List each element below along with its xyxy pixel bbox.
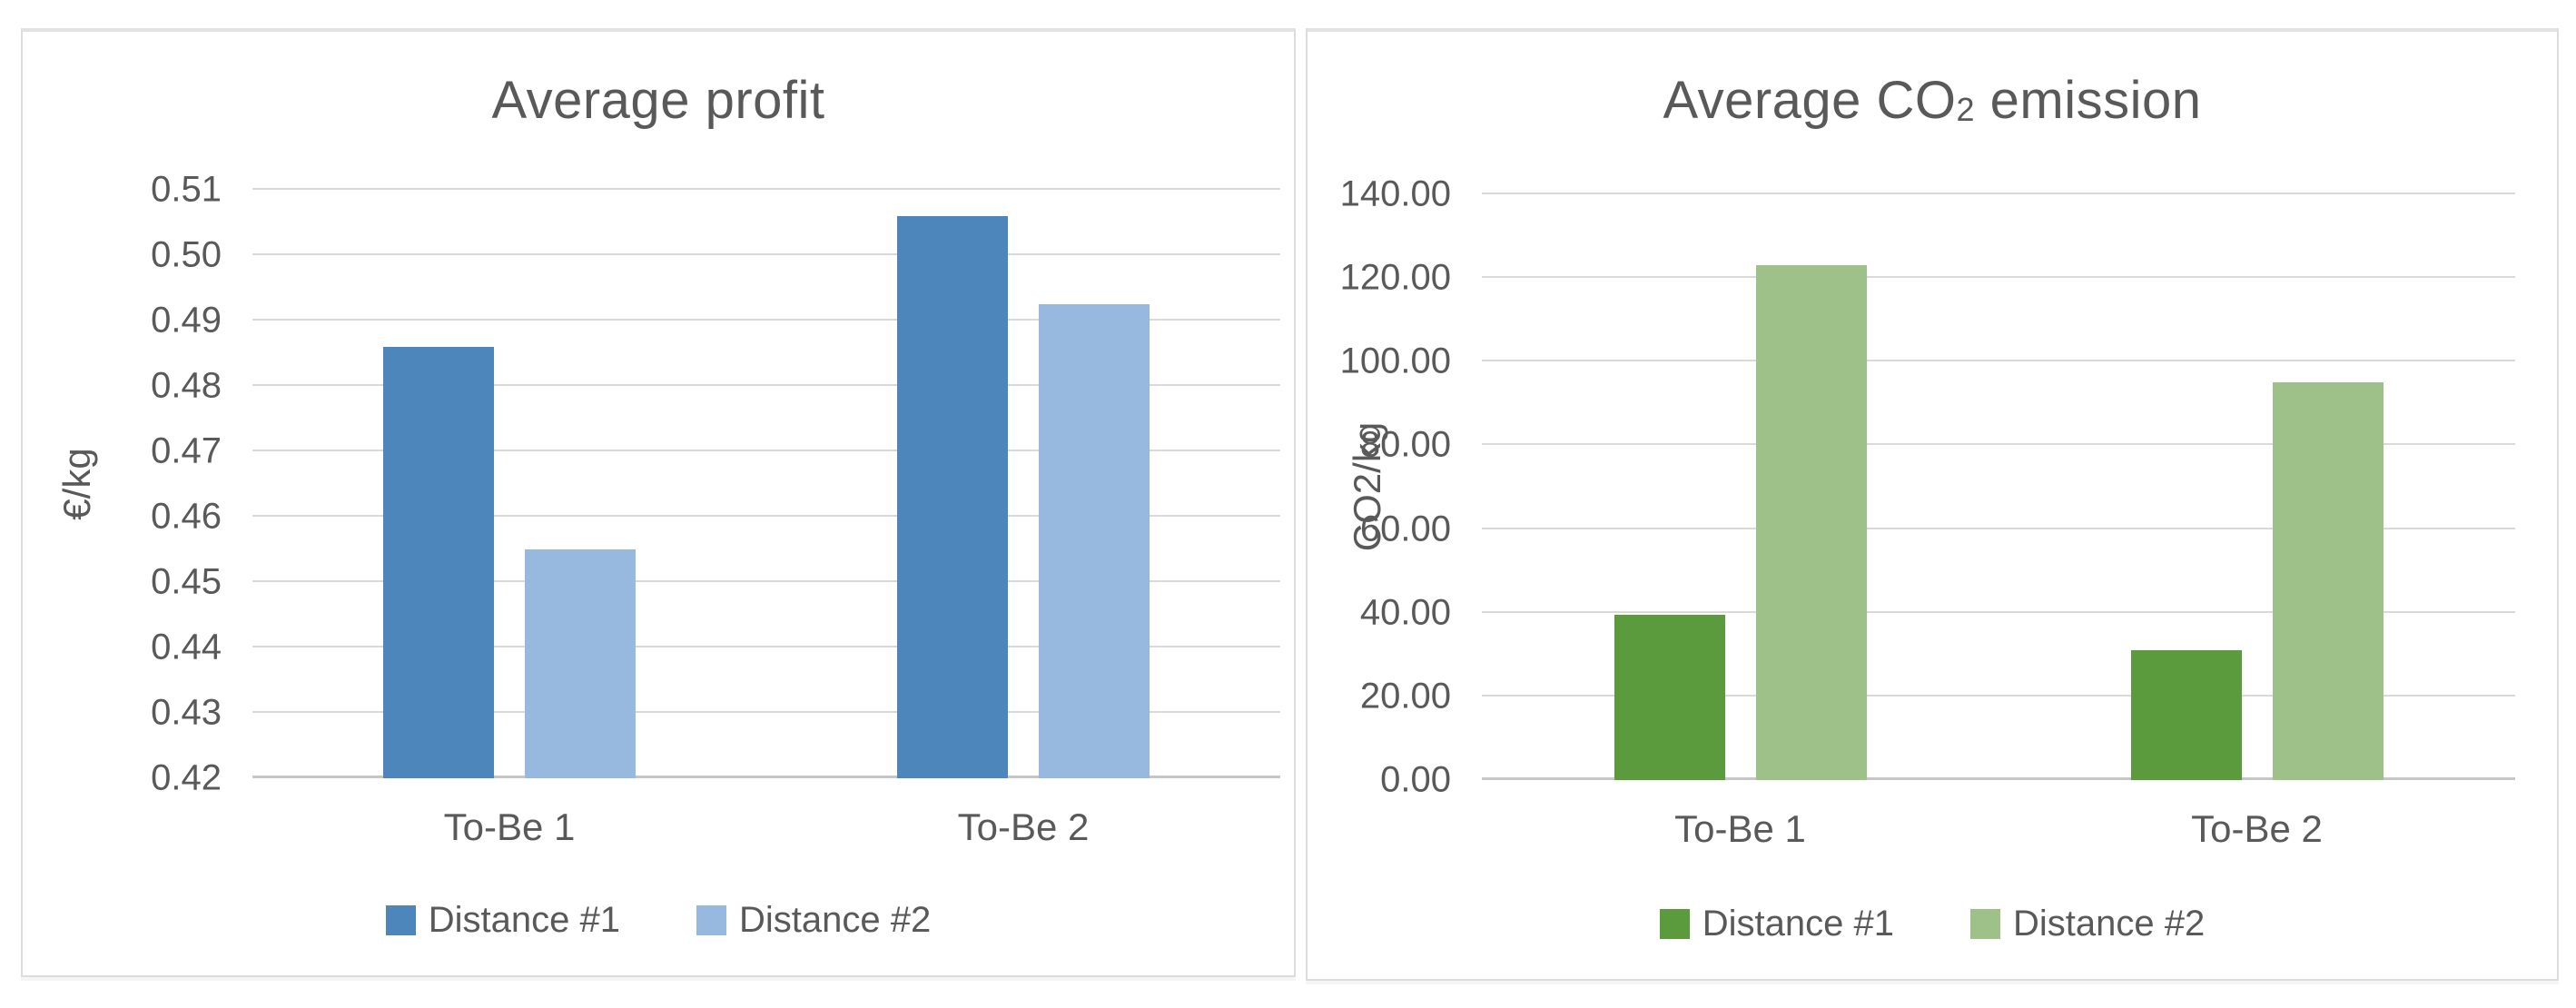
bar-distance-2-to-be-2 <box>2272 382 2384 780</box>
chart-title: Average CO2 emission <box>1308 70 2557 131</box>
gridline <box>252 450 1280 451</box>
plot-area: 0.42 0.43 0.44 0.45 0.46 0.47 0.48 0.49 0.50 0.51… <box>151 170 1280 848</box>
legend-label: Distance #2 <box>739 900 932 940</box>
legend-swatch-icon <box>1659 909 1690 939</box>
legend-swatch-icon <box>1970 909 2000 939</box>
chart-title: Average profit <box>23 70 1294 131</box>
gridline <box>1482 527 2515 529</box>
gridline <box>252 515 1280 518</box>
bar-distance-1-to-be-1 <box>1614 615 1725 780</box>
legend-item: Distance #2 <box>1970 904 2205 944</box>
x-axis-line <box>252 776 1280 778</box>
y-tick-label: 0.42 <box>151 757 222 798</box>
legend-item: Distance #1 <box>385 900 620 941</box>
gridline <box>252 253 1280 256</box>
plot-area: 0.00 20.00 40.00 60.00 80.00 100.00 120.00 140.… <box>1340 174 2515 850</box>
legend-swatch-icon <box>385 905 416 935</box>
x-category-label: To-Be 1 <box>1674 807 1806 850</box>
gridline <box>252 319 1280 321</box>
gridline <box>1482 193 2515 194</box>
y-tick-label: 20.00 <box>1359 676 1451 716</box>
y-tick-label: 40.00 <box>1359 592 1451 633</box>
y-tick-label: 0.47 <box>151 430 222 471</box>
gridline <box>252 711 1280 714</box>
y-tick-label: 0.00 <box>1380 759 1451 800</box>
y-tick-label: 0.45 <box>151 561 222 602</box>
legend: Distance #1 Distance #2 <box>1308 904 2557 944</box>
bar-distance-1-to-be-2 <box>2130 650 2242 780</box>
y-axis-tick-labels: 0.42 0.43 0.44 0.45 0.46 0.47 0.48 0.49 0.50 0.51 <box>4 170 222 798</box>
y-tick-label: 0.43 <box>151 692 222 733</box>
y-tick-label: 60.00 <box>1359 509 1451 549</box>
bar-distance-2-to-be-1 <box>525 549 636 778</box>
gridline <box>252 580 1280 582</box>
legend-item: Distance #1 <box>1659 904 1894 944</box>
chart-title-text: Average CO <box>1663 71 1957 130</box>
bar-distance-2-to-be-1 <box>1755 265 1867 780</box>
gridline <box>252 646 1280 648</box>
legend-swatch-icon <box>696 905 726 935</box>
x-category-label: To-Be 2 <box>2191 807 2323 850</box>
y-tick-label: 0.44 <box>151 627 222 667</box>
y-tick-label: 140.00 <box>1339 173 1451 214</box>
y-tick-label: 0.49 <box>151 300 222 341</box>
legend-label: Distance #1 <box>1702 904 1894 944</box>
gridline <box>1482 694 2515 697</box>
average-co2-emission-chart-panel: Average CO2 emission CO2/kg 0.00 20.00 40.… <box>1306 28 2559 981</box>
average-profit-chart-panel: Average profit €/kg 0.42 0.43 0.44 0.45 0.46… <box>21 28 1296 977</box>
gridline <box>1482 276 2515 279</box>
legend-label: Distance #2 <box>2013 904 2206 944</box>
y-tick-label: 120.00 <box>1339 257 1451 298</box>
gridline <box>252 384 1280 386</box>
gridline <box>252 188 1280 190</box>
y-tick-label: 80.00 <box>1359 424 1451 465</box>
legend-item: Distance #2 <box>696 900 931 941</box>
bar-distance-1-to-be-2 <box>897 215 1008 778</box>
chart-title-subscript: 2 <box>1956 90 1976 128</box>
bar-distance-1-to-be-1 <box>383 346 494 778</box>
gridline <box>1482 443 2515 446</box>
y-tick-label: 0.48 <box>151 365 222 406</box>
gridline <box>1482 610 2515 613</box>
legend-label: Distance #1 <box>428 900 620 940</box>
chart-title-text: emission <box>1975 71 2202 130</box>
x-category-label: To-Be 2 <box>957 805 1090 848</box>
y-tick-label: 0.46 <box>151 496 222 537</box>
chart-title-text: Average profit <box>491 71 825 130</box>
y-axis-tick-labels: 0.00 20.00 40.00 60.00 80.00 100.00 120.00 140.… <box>1233 174 1451 800</box>
y-tick-label: 100.00 <box>1339 341 1451 381</box>
y-tick-label: 0.51 <box>151 169 222 210</box>
y-tick-label: 0.50 <box>151 234 222 275</box>
legend: Distance #1 Distance #2 <box>23 900 1294 941</box>
x-axis-line <box>1482 777 2515 780</box>
gridline <box>1482 360 2515 362</box>
bar-distance-2-to-be-2 <box>1039 304 1150 778</box>
x-category-label: To-Be 1 <box>443 805 576 848</box>
